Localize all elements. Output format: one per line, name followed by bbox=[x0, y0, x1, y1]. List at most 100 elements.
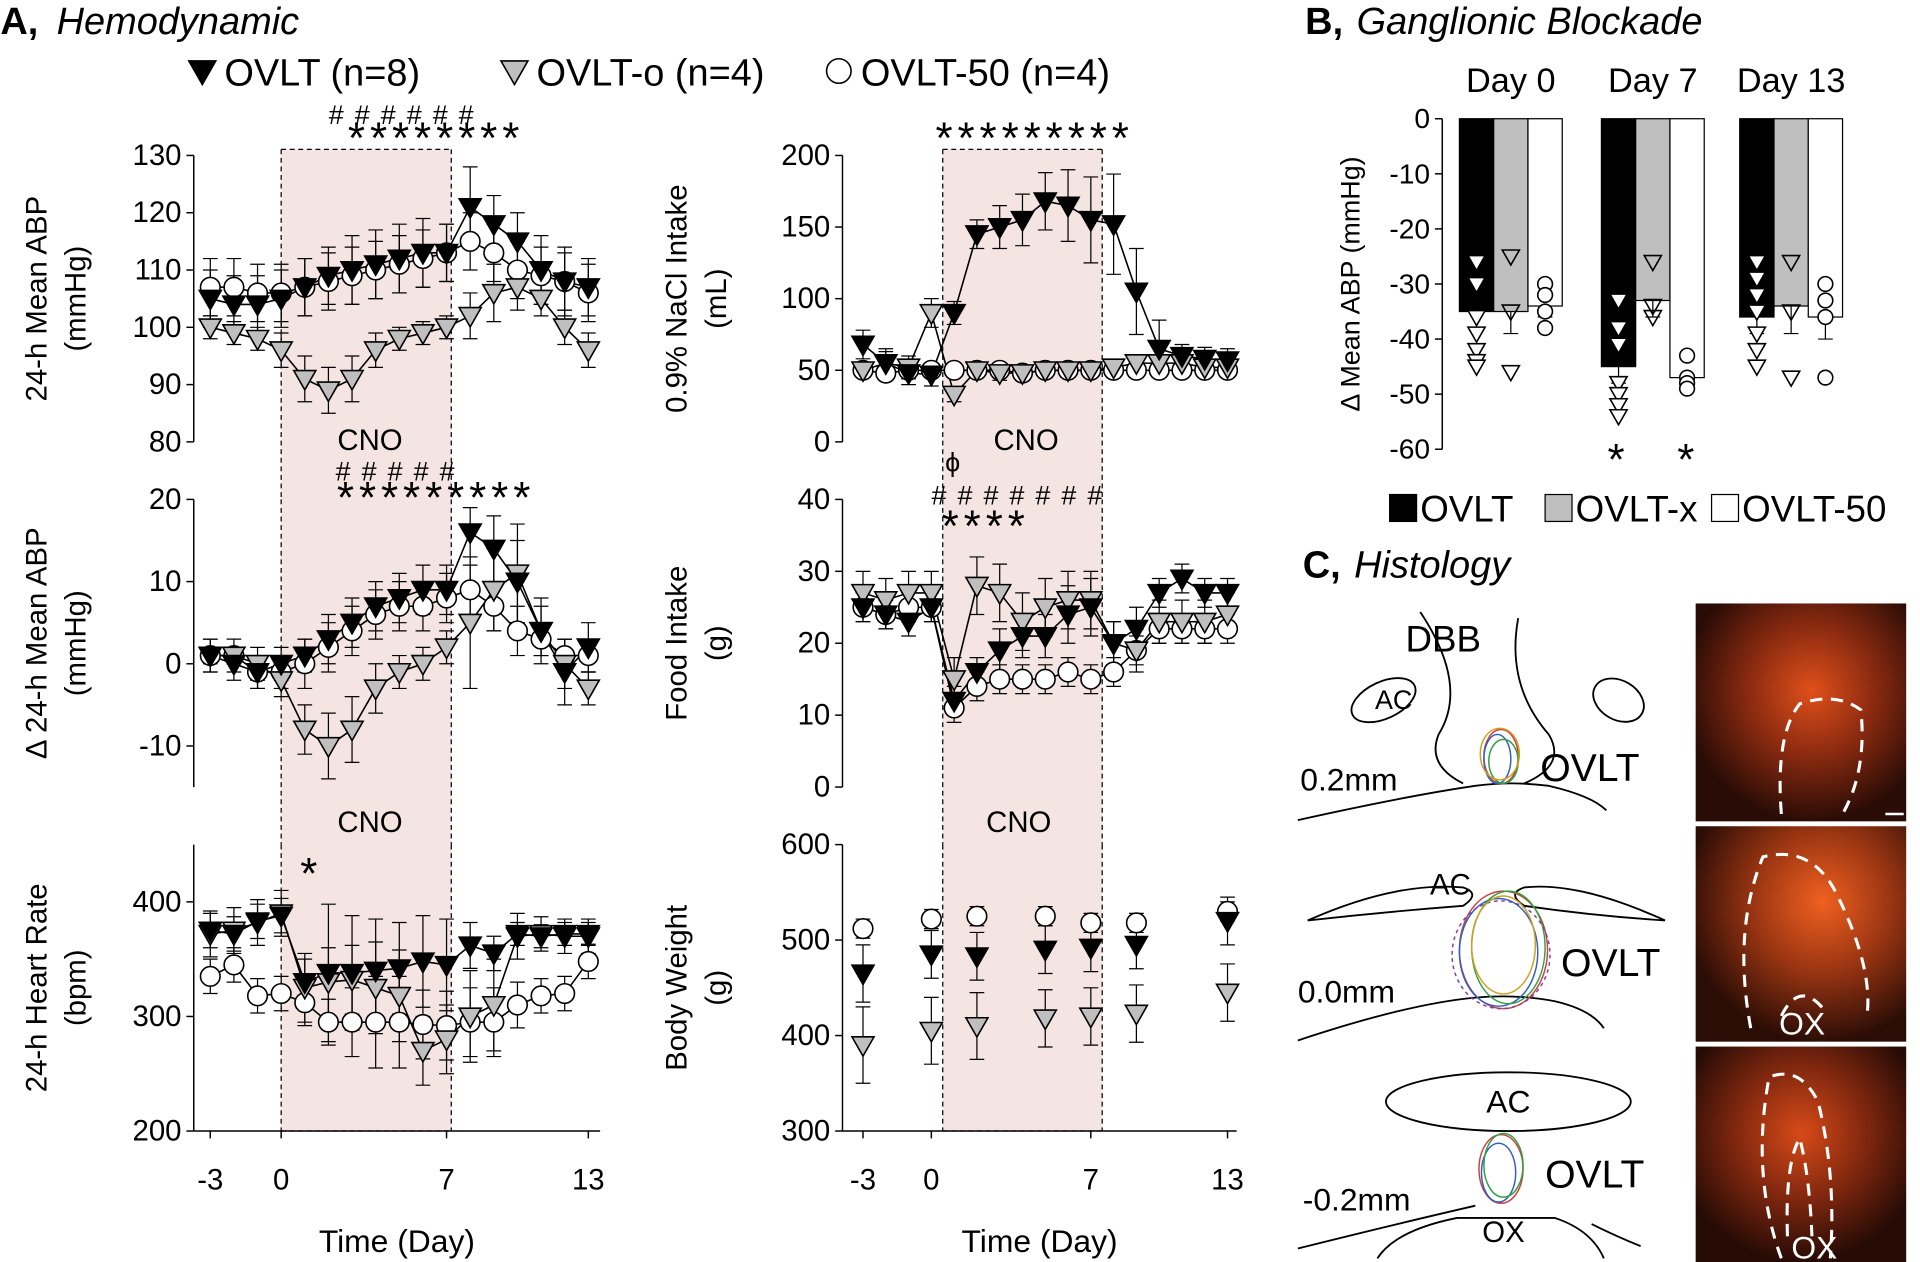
data-point bbox=[1032, 192, 1058, 214]
data-point bbox=[987, 641, 1013, 664]
data-point bbox=[850, 964, 876, 987]
section-outline bbox=[1297, 782, 1607, 822]
individual-point bbox=[1642, 298, 1663, 317]
y-tick-label: 200 bbox=[133, 1115, 182, 1148]
panel-title: Histology bbox=[1354, 545, 1512, 587]
ac-outline bbox=[1385, 1071, 1632, 1132]
data-point bbox=[1146, 612, 1172, 635]
data-point bbox=[1032, 598, 1058, 620]
data-point bbox=[1032, 1009, 1058, 1031]
annotation: ####### bbox=[931, 481, 1113, 511]
data-point bbox=[457, 613, 483, 636]
individual-point bbox=[1817, 308, 1834, 326]
data-point bbox=[575, 341, 601, 363]
individual-point bbox=[1466, 309, 1487, 328]
data-point bbox=[918, 583, 944, 606]
data-point bbox=[1078, 210, 1104, 233]
data-point bbox=[941, 385, 967, 408]
data-point bbox=[850, 1036, 876, 1058]
ox-outline bbox=[1779, 994, 1826, 1017]
data-point bbox=[199, 965, 221, 987]
data-point bbox=[434, 1030, 459, 1052]
y-tick-label: 500 bbox=[781, 924, 830, 957]
data-point bbox=[1103, 661, 1125, 683]
section-outline bbox=[1419, 611, 1556, 785]
data-point bbox=[1215, 911, 1240, 934]
data-point bbox=[987, 218, 1013, 240]
individual-point bbox=[1608, 337, 1629, 355]
data-point bbox=[505, 572, 530, 595]
data-point bbox=[1034, 668, 1056, 690]
data-point bbox=[852, 918, 874, 940]
data-point bbox=[987, 583, 1013, 606]
y-axis-label: 24-h Mean ABP bbox=[21, 196, 54, 402]
data-point bbox=[1125, 912, 1147, 934]
data-point bbox=[412, 1013, 434, 1036]
legend-swatch bbox=[1710, 493, 1740, 523]
data-point bbox=[341, 1011, 363, 1033]
individual-point bbox=[1746, 359, 1767, 377]
data-point bbox=[1124, 641, 1149, 664]
panel-letter: C, bbox=[1303, 545, 1341, 587]
data-point bbox=[245, 295, 270, 318]
data-point bbox=[1192, 612, 1218, 635]
y-tick-label: 10 bbox=[149, 565, 182, 598]
section-offset: 0.2mm bbox=[1300, 762, 1397, 798]
cno-label: CNO bbox=[993, 424, 1058, 457]
contour bbox=[1483, 1132, 1524, 1198]
data-point bbox=[554, 982, 576, 1005]
individual-point bbox=[1608, 320, 1629, 339]
data-point bbox=[505, 232, 530, 255]
bar bbox=[1773, 118, 1809, 307]
y-axis-label: Δ 24-h Mean ABP bbox=[21, 527, 54, 759]
data-point bbox=[1055, 361, 1081, 383]
legend-label: OVLT-50 (n=4) bbox=[861, 52, 1110, 94]
data-point bbox=[1146, 339, 1172, 362]
data-point bbox=[483, 242, 505, 264]
data-point bbox=[245, 662, 270, 685]
data-point bbox=[386, 329, 412, 352]
data-point bbox=[920, 908, 942, 930]
data-point bbox=[1124, 1004, 1149, 1027]
data-point bbox=[481, 580, 507, 603]
data-point bbox=[339, 963, 365, 986]
ox-outline bbox=[1376, 1217, 1605, 1259]
data-point bbox=[1192, 349, 1218, 372]
individual-point bbox=[1536, 286, 1554, 304]
data-point bbox=[1078, 938, 1104, 961]
data-point bbox=[386, 662, 412, 685]
data-point bbox=[528, 927, 554, 949]
individual-point bbox=[1466, 254, 1487, 273]
legend-marker bbox=[187, 60, 218, 87]
image-label: OX bbox=[1779, 1005, 1825, 1041]
data-point bbox=[292, 646, 318, 669]
data-point bbox=[481, 539, 507, 562]
y-tick-label: 150 bbox=[781, 211, 830, 244]
data-point bbox=[1080, 912, 1102, 934]
data-point bbox=[316, 963, 341, 986]
y-tick-label: 400 bbox=[781, 1019, 830, 1052]
legend-marker bbox=[499, 60, 530, 87]
data-point bbox=[410, 323, 436, 346]
individual-point bbox=[1608, 386, 1629, 405]
annotation: ********* bbox=[337, 474, 535, 523]
x-tick-label: 13 bbox=[1211, 1163, 1244, 1196]
data-point bbox=[386, 249, 412, 272]
data-point bbox=[1080, 668, 1102, 690]
data-point bbox=[363, 961, 389, 984]
micrograph bbox=[1695, 603, 1907, 822]
data-point bbox=[410, 654, 436, 677]
y-tick-label: 20 bbox=[798, 627, 831, 660]
data-point bbox=[386, 588, 412, 611]
y-axis-label: Δ Mean ABP (mmHg) bbox=[1335, 156, 1365, 411]
data-point bbox=[1078, 361, 1104, 383]
data-point bbox=[896, 583, 921, 606]
data-point bbox=[1169, 569, 1195, 592]
data-point bbox=[964, 662, 990, 685]
y-tick-label: 30 bbox=[798, 555, 831, 588]
individual-point bbox=[1500, 304, 1521, 322]
section-label: OVLT bbox=[1545, 1154, 1644, 1197]
data-point bbox=[1078, 598, 1104, 620]
data-point bbox=[292, 278, 318, 300]
y-tick-label: 0 bbox=[1414, 103, 1430, 134]
